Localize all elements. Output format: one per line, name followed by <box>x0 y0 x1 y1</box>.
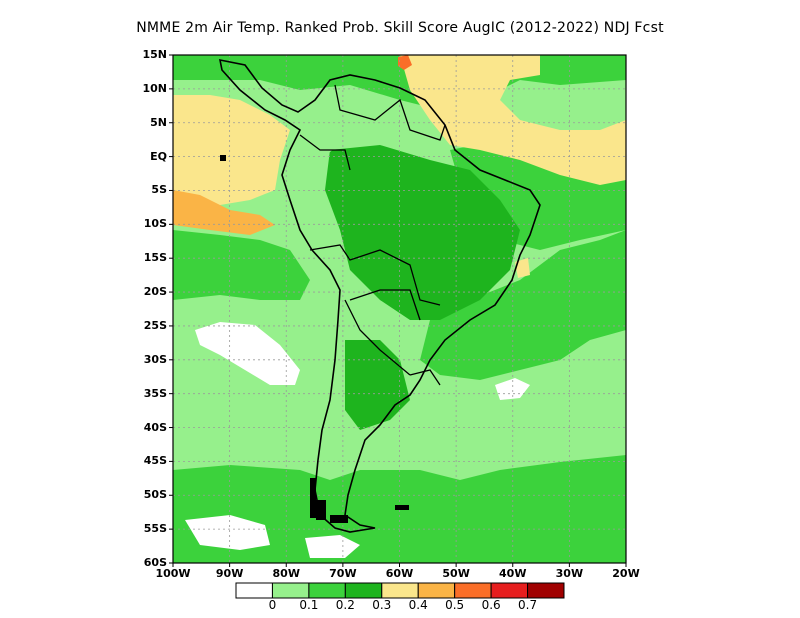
lat-label: 10S <box>143 217 167 231</box>
lat-label: 15S <box>143 251 167 265</box>
field-sepac-white <box>195 322 300 385</box>
axis-ticks <box>169 54 627 567</box>
country-borders <box>299 84 446 386</box>
colorbar <box>235 582 565 599</box>
colorbar-label: 0.5 <box>445 598 465 612</box>
lon-label: 80W <box>272 567 300 580</box>
field-brazil-yellow <box>515 258 530 278</box>
field-eastpac-yellow <box>173 95 290 210</box>
lat-label: 30S <box>143 352 167 366</box>
colorbar-swatch <box>527 582 565 599</box>
field-satl-white <box>495 378 530 400</box>
lon-label: 40W <box>499 567 527 580</box>
colorbar-label: 0.2 <box>335 598 355 612</box>
field-south-white <box>185 515 270 550</box>
lat-label: 20S <box>143 285 167 299</box>
colorbar-swatch <box>344 582 383 599</box>
lat-label: 35S <box>143 386 167 400</box>
lat-label: 10N <box>142 81 167 95</box>
colorbar-label: 0.1 <box>299 598 319 612</box>
field-pacific-green <box>173 230 310 300</box>
lat-label: 40S <box>143 420 167 434</box>
colorbar-label: 0.3 <box>372 598 392 612</box>
colorbar-swatch <box>271 582 310 599</box>
field-atlantic-green <box>420 230 626 380</box>
colorbar-label: 0.4 <box>408 598 428 612</box>
gridlines <box>173 55 626 563</box>
lon-label: 30W <box>555 567 584 580</box>
colorbar-label: 0.7 <box>518 598 538 612</box>
colorbar-swatch <box>454 582 492 599</box>
colorbar-label: 0 <box>268 598 277 612</box>
colorbar-swatch <box>381 582 419 599</box>
south-america-coastline <box>218 58 541 533</box>
lon-label: 90W <box>215 567 244 580</box>
lat-label: 60S <box>143 556 167 569</box>
lat-label: 25S <box>143 318 167 332</box>
lat-label: EQ <box>150 149 167 163</box>
colorbar-swatch <box>308 582 346 599</box>
colorbar-label: 0.6 <box>481 598 501 612</box>
lat-label: 55S <box>143 522 167 536</box>
field-pacific-orange <box>173 190 275 235</box>
chart-title: NMME 2m Air Temp. Ranked Prob. Skill Sco… <box>136 20 664 36</box>
lat-label: 15N <box>142 48 167 61</box>
field-andes-light <box>290 90 350 270</box>
lon-label: 50W <box>442 567 470 580</box>
field-venezuela-red <box>398 55 412 70</box>
field-south-white-2 <box>305 535 360 558</box>
patagonia-islands <box>220 155 409 523</box>
lon-label: 60W <box>385 567 414 580</box>
skill-field <box>173 55 626 563</box>
lat-label: 50S <box>143 488 167 502</box>
lat-label: 5S <box>151 183 167 197</box>
colorbar-swatch <box>235 582 273 599</box>
lon-label: 20W <box>612 567 640 580</box>
lat-label: 5N <box>150 115 167 129</box>
lon-label: 70W <box>329 567 357 580</box>
lon-label: 100W <box>155 567 191 580</box>
field-amazon-darkgreen <box>325 145 520 320</box>
lat-label: 45S <box>143 454 167 468</box>
colorbar-swatch <box>417 582 456 599</box>
colorbar-swatch <box>490 582 529 599</box>
